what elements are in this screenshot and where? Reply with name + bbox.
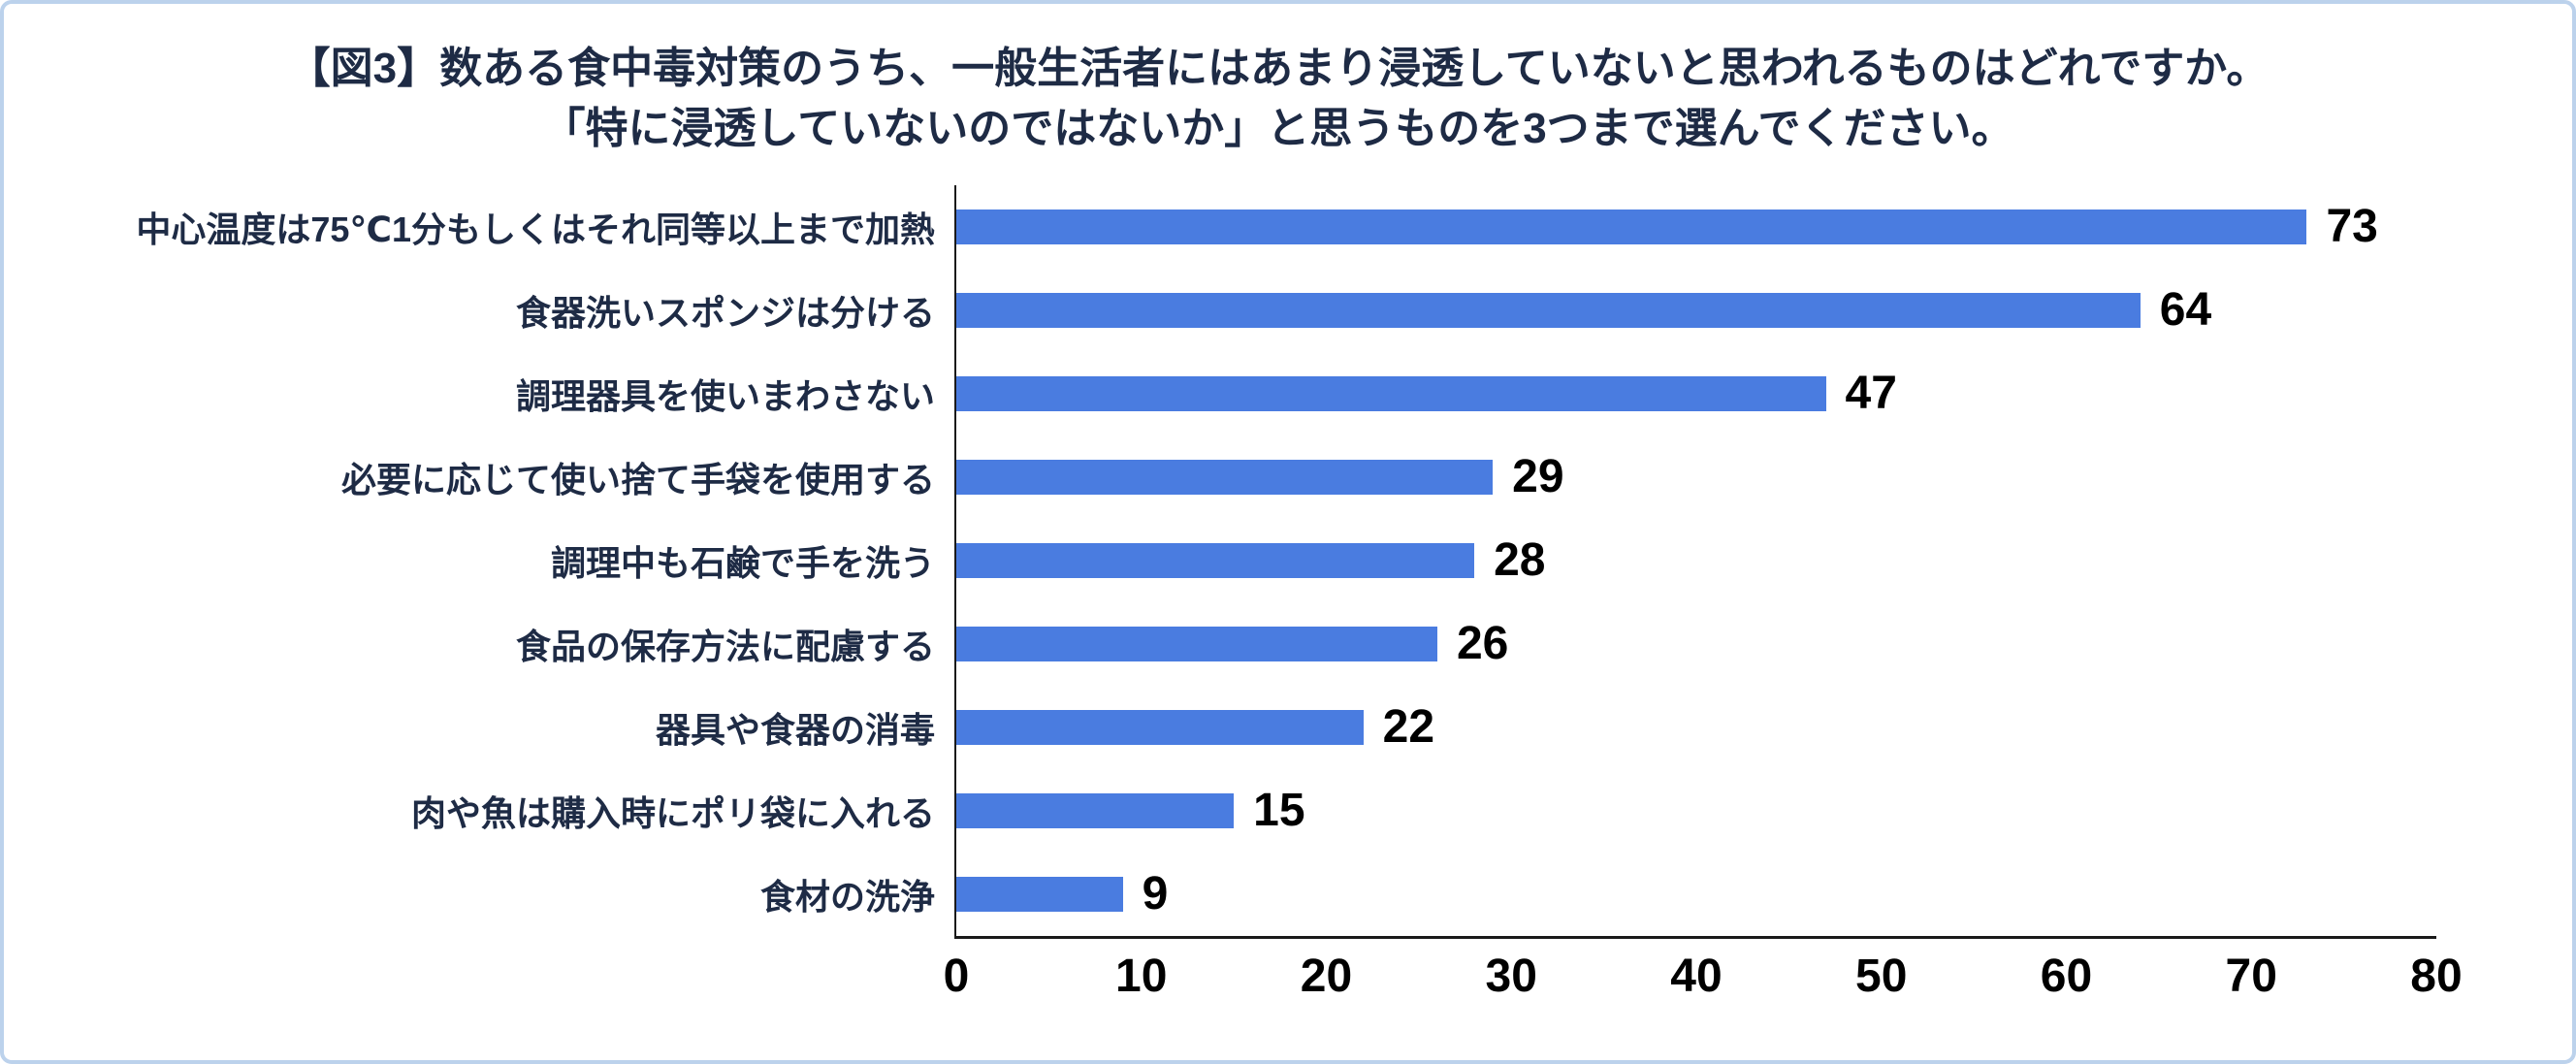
category-label: 食品の保存方法に配慮する: [515, 626, 935, 666]
chart-title: 【図3】数ある食中毒対策のうち、一般生活者にはあまり浸透していないと思われるもの…: [23, 39, 2533, 160]
value-label: 9: [1142, 868, 1169, 920]
bar-row: 47: [956, 352, 2436, 435]
category-label: 食材の洗浄: [759, 876, 935, 917]
category-label: 肉や魚は購入時にポリ袋に入れる: [410, 792, 935, 833]
category-label: 中心温度は75℃1分もしくはそれ同等以上まで加熱: [136, 209, 935, 249]
x-tick-label: 0: [943, 950, 970, 1002]
x-tick-label: 70: [2225, 950, 2277, 1002]
category-label: 調理器具を使いまわさない: [515, 375, 935, 416]
bar: [956, 542, 1475, 578]
bar: [956, 709, 1364, 745]
bar-row: 28: [956, 519, 2436, 602]
bar-row: 73: [956, 185, 2436, 269]
value-label: 73: [2326, 201, 2378, 253]
value-label: 15: [1253, 785, 1305, 837]
value-label: 22: [1382, 701, 1435, 754]
bar-row: 26: [956, 602, 2436, 686]
bar-row: 22: [956, 686, 2436, 769]
bar: [956, 626, 1437, 661]
bar: [956, 876, 1123, 912]
bar: [956, 292, 2141, 328]
value-label: 47: [1845, 368, 1897, 420]
bar-row: 9: [956, 853, 2436, 936]
category-label: 器具や食器の消毒: [655, 709, 935, 750]
category-label: 調理中も石鹸で手を洗う: [550, 542, 935, 583]
bar: [956, 209, 2307, 244]
value-label: 29: [1512, 451, 1564, 503]
bar-row: 15: [956, 769, 2436, 853]
bar-row: 64: [956, 269, 2436, 352]
bar-row: 29: [956, 435, 2436, 519]
chart-title-line1: 【図3】数ある食中毒対策のうち、一般生活者にはあまり浸透していないと思われるもの…: [287, 45, 2270, 92]
category-labels: 中心温度は75℃1分もしくはそれ同等以上まで加熱食器洗いスポンジは分ける 調理器具…: [23, 185, 954, 939]
plot-area: 73 64 47 29 28 26 22 15 9 0 10 20 30 40 50 60 70 80: [944, 184, 2463, 1002]
x-tick-label: 20: [1300, 950, 1353, 1002]
value-label: 28: [1494, 534, 1546, 587]
x-tick-label: 80: [2410, 950, 2463, 1002]
category-label: 必要に応じて使い捨て手袋を使用する: [340, 459, 935, 500]
x-tick-label: 40: [1670, 950, 1723, 1002]
x-tick-label: 50: [1855, 950, 1908, 1002]
chart-body: 中心温度は75℃1分もしくはそれ同等以上まで加熱食器洗いスポンジは分ける 調理器具…: [23, 184, 2533, 1002]
x-tick-label: 10: [1115, 950, 1168, 1002]
value-label: 26: [1456, 618, 1509, 670]
x-axis-ticks: 0 10 20 30 40 50 60 70 80: [944, 936, 2463, 1014]
chart-title-line2: 「特に浸透していないのではないか」と思うものを3つまで選んでください。: [542, 105, 2014, 153]
bar: [956, 375, 1826, 411]
x-tick-label: 30: [1485, 950, 1537, 1002]
bar: [956, 459, 1494, 495]
x-tick-label: 60: [2040, 950, 2093, 1002]
value-label: 64: [2159, 284, 2212, 337]
bar: [956, 792, 1235, 828]
category-label: 食器洗いスポンジは分ける: [515, 292, 935, 333]
